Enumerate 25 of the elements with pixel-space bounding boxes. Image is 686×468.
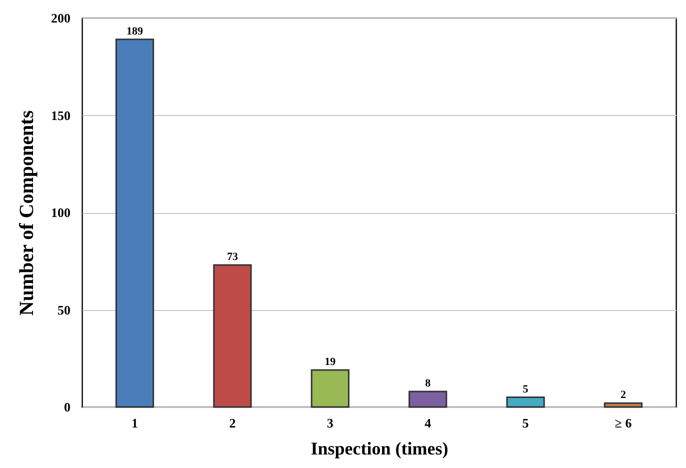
bar	[506, 396, 545, 408]
y-tick-label: 0	[64, 400, 70, 414]
y-tick-label: 150	[51, 108, 70, 123]
y-tick-label: 200	[51, 10, 70, 26]
data-label: 73	[226, 251, 238, 264]
y-tick-label: 100	[51, 205, 70, 220]
x-axis-title: Inspection (times)	[310, 438, 448, 458]
x-tick-label: 2	[229, 416, 236, 430]
x-tick-label: 5	[522, 416, 530, 430]
y-axis-title: Number of Components	[16, 110, 38, 316]
data-label: 189	[126, 25, 144, 38]
y-tick-label: 50	[58, 302, 70, 318]
bar	[604, 402, 643, 408]
x-tick-label: 3	[326, 416, 334, 430]
bar	[213, 264, 252, 408]
data-label: 5	[522, 383, 529, 396]
data-label: 8	[425, 377, 432, 390]
x-tick-label: 1	[132, 416, 138, 430]
data-label: 2	[620, 389, 626, 402]
x-tick-label: ≥ 6	[614, 416, 632, 430]
bar	[408, 390, 448, 408]
bar	[115, 38, 154, 408]
bar	[310, 369, 350, 408]
data-label: 19	[324, 356, 336, 368]
x-tick-label: 4	[424, 416, 432, 430]
